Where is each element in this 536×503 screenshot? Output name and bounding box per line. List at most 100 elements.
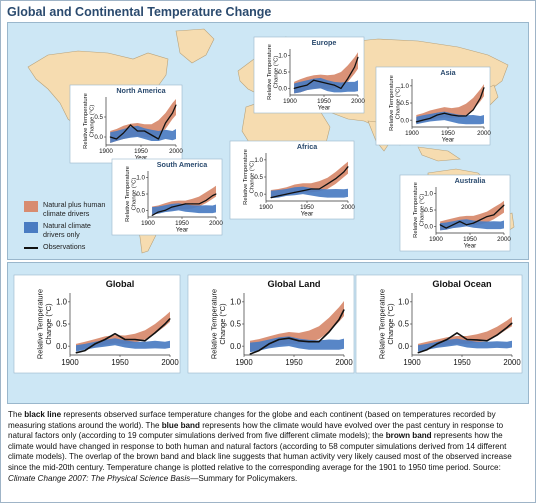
observation-point (191, 203, 193, 205)
band-natural-only (294, 77, 358, 94)
chart-australia: Australia 1900 1950 2000 0.0 0.5 1.0 Year Relati… (399, 174, 511, 252)
y-axis-label: Relative Temperature Change (°C) (267, 44, 280, 100)
chart-africa: Africa 1900 1950 2000 0.0 0.5 1.0 Year Relative … (229, 140, 355, 220)
observation-point (486, 216, 488, 218)
x-tick-label: 1950 (300, 204, 314, 211)
y-axis-label-line: Change (°C) (44, 303, 53, 344)
legend-label: Natural plus human climate drivers (43, 200, 106, 218)
observation-point (318, 341, 320, 343)
y-axis-label-line: Change (°C) (396, 87, 402, 120)
y-tick-label: 0.0 (230, 342, 242, 351)
observation-point (465, 115, 467, 117)
observation-point (439, 224, 441, 226)
observation-point (270, 197, 272, 199)
observation-point (75, 352, 77, 354)
y-tick-label: 0.5 (56, 320, 68, 329)
chart-panel-bg (13, 274, 181, 374)
observation-point (354, 66, 356, 68)
observation-point (171, 206, 173, 208)
observation-point (116, 138, 117, 140)
x-tick-label: 1900 (235, 358, 253, 367)
caption-source-title: Climate Change 2007: The Physical Scienc… (8, 473, 191, 483)
y-axis-label-line: Relative Temperature (413, 182, 419, 238)
observation-point (154, 332, 156, 334)
x-axis-label: Year (135, 154, 148, 161)
y-axis-label-line: Relative Temperature (389, 75, 395, 131)
chart-title: Global Ocean (432, 279, 492, 289)
y-axis-label: Relative Temperature Change (°C) (377, 289, 395, 359)
observation-point (215, 193, 217, 195)
x-tick-label: 2000 (351, 98, 365, 105)
observation-point (169, 318, 171, 320)
x-tick-label: 1900 (99, 148, 113, 155)
observation-point (144, 130, 145, 132)
y-axis-label-line: Change (°C) (274, 56, 280, 89)
observation-point (445, 227, 447, 229)
y-tick-label: 0.0 (136, 208, 145, 215)
legend-label: Natural climate drivers only (43, 221, 91, 239)
y-axis-label-line: Change (°C) (250, 161, 256, 194)
x-tick-label: 2000 (477, 130, 491, 137)
y-tick-label: 1.0 (400, 83, 409, 90)
band-natural-only (152, 203, 216, 215)
observation-point (335, 178, 337, 180)
continent-charts: North America 1900 1950 2000 0.0 0.5 Year Relat… (69, 36, 511, 252)
observation-point (446, 339, 448, 340)
band-natural-plus-human (76, 311, 170, 351)
observation-point (94, 343, 96, 345)
observation-point (443, 112, 445, 114)
observation-point (338, 319, 340, 321)
x-tick-label: 2000 (161, 358, 179, 367)
x-axis-label: Year (318, 104, 331, 111)
observation-point (426, 349, 428, 351)
x-tick-label: 1950 (175, 220, 189, 227)
observation-point (84, 350, 86, 352)
observation-point (436, 343, 438, 345)
y-tick-label: 1.0 (136, 175, 145, 182)
y-axis-label-line: Change (°C) (420, 194, 426, 227)
observation-point (298, 340, 300, 342)
y-axis-label: Relative Temperature Change (°C) (389, 75, 402, 131)
observation-point (124, 339, 126, 340)
observation-point (343, 171, 345, 173)
x-tick-label: 1900 (405, 130, 419, 137)
observation-point (472, 222, 474, 224)
y-axis-label: Relative Temperature Change (°C) (125, 166, 138, 222)
observation-point (486, 340, 488, 342)
caption-bold-brown-band: brown band (385, 431, 432, 441)
observation-point (429, 117, 431, 119)
observation-point (466, 339, 468, 340)
observation-point (205, 200, 207, 202)
band-natural-only (440, 219, 504, 231)
y-axis-label: Relative Temperature Change (°C) (413, 182, 426, 238)
x-tick-label: 1900 (259, 204, 273, 211)
x-axis-label: Year (301, 210, 314, 217)
observation-point (506, 327, 508, 328)
observation-point (493, 214, 495, 216)
observation-point (164, 323, 166, 325)
observation-point (104, 339, 106, 340)
x-tick-label: 2000 (341, 204, 355, 211)
y-tick-label: 0.0 (56, 342, 68, 351)
y-tick-label: 0.5 (278, 69, 287, 76)
observation-point (503, 204, 505, 206)
y-axis-label: Relative Temperature Change (°C) (83, 93, 96, 149)
observation-point (479, 219, 481, 221)
observation-point (326, 83, 328, 84)
legend: Natural plus human climate drivers Natur… (24, 200, 109, 256)
band-natural-only (270, 186, 348, 199)
observation-point (134, 339, 136, 340)
y-tick-label: 0.5 (230, 320, 242, 329)
observation-point (294, 191, 296, 193)
chart-title: Europe (312, 38, 337, 47)
x-tick-label: 1950 (285, 358, 303, 367)
observation-point (288, 337, 290, 339)
observation-point (327, 183, 328, 185)
x-tick-label: 1950 (134, 148, 148, 155)
y-axis-label-line: Change (°C) (132, 178, 138, 211)
y-axis-label: Relative Temperature Change (°C) (35, 289, 53, 359)
y-tick-label: 0.0 (424, 224, 433, 231)
y-tick-label: 0.5 (136, 191, 145, 198)
y-axis-label-line: Relative Temperature (377, 289, 386, 359)
